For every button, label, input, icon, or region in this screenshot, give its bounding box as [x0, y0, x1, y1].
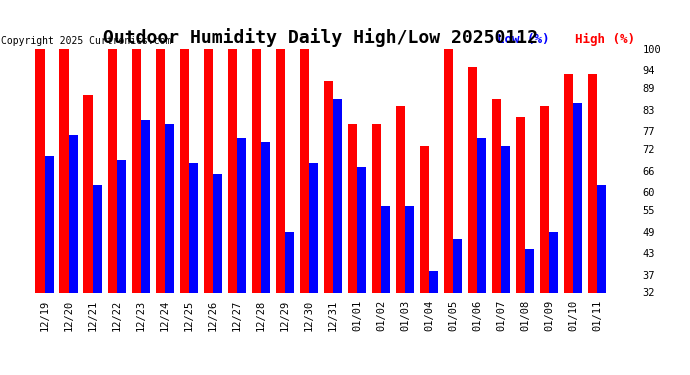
Bar	[357, 167, 366, 292]
Bar	[444, 49, 453, 292]
Bar	[155, 49, 165, 292]
Bar	[477, 138, 486, 292]
Bar	[179, 49, 189, 292]
Bar	[525, 249, 534, 292]
Text: High (%): High (%)	[575, 33, 635, 46]
Bar	[396, 106, 405, 292]
Bar	[299, 49, 309, 292]
Bar	[429, 271, 438, 292]
Bar	[549, 231, 558, 292]
Bar	[285, 231, 294, 292]
Bar	[117, 160, 126, 292]
Bar	[420, 146, 429, 292]
Bar	[35, 49, 45, 292]
Title: Outdoor Humidity Daily High/Low 20250112: Outdoor Humidity Daily High/Low 20250112	[104, 28, 538, 47]
Bar	[165, 124, 174, 292]
Bar	[92, 185, 101, 292]
Bar	[573, 102, 582, 292]
Bar	[83, 95, 92, 292]
Bar	[228, 49, 237, 292]
Bar	[468, 67, 477, 292]
Bar	[45, 156, 54, 292]
Bar	[492, 99, 501, 292]
Bar	[132, 49, 141, 292]
Bar	[540, 106, 549, 292]
Text: Low (%): Low (%)	[497, 33, 549, 46]
Bar	[405, 207, 414, 292]
Bar	[372, 124, 381, 292]
Bar	[597, 185, 607, 292]
Bar	[564, 74, 573, 292]
Bar	[141, 120, 150, 292]
Bar	[252, 49, 261, 292]
Bar	[213, 174, 222, 292]
Bar	[381, 207, 390, 292]
Bar	[68, 135, 78, 292]
Bar	[59, 49, 68, 292]
Text: Copyright 2025 Curtronics.com: Copyright 2025 Curtronics.com	[1, 36, 171, 46]
Bar	[324, 81, 333, 292]
Bar	[261, 142, 270, 292]
Bar	[204, 49, 213, 292]
Bar	[348, 124, 357, 292]
Bar	[309, 164, 318, 292]
Bar	[237, 138, 246, 292]
Bar	[516, 117, 525, 292]
Bar	[189, 164, 198, 292]
Bar	[501, 146, 510, 292]
Bar	[276, 49, 285, 292]
Bar	[333, 99, 342, 292]
Bar	[588, 74, 597, 292]
Bar	[108, 49, 117, 292]
Bar	[453, 239, 462, 292]
